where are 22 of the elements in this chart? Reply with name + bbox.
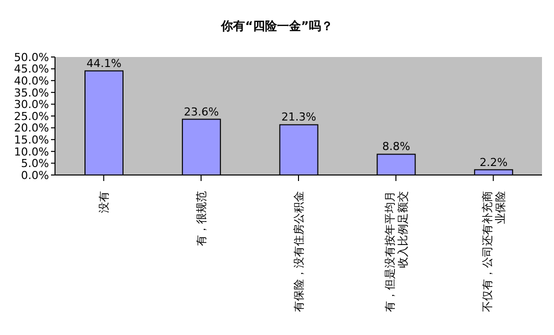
data-label: 44.1% xyxy=(86,56,122,70)
y-tick-label: 30.0% xyxy=(14,98,49,112)
data-label: 2.2% xyxy=(480,156,508,169)
data-label: 23.6% xyxy=(184,105,219,118)
x-tick-label: 有，但是没有按年平均月收入比例足额交 xyxy=(383,191,410,312)
chart-title: 你有“四险一金”吗？ xyxy=(220,18,334,35)
x-tick-label: 有保险，没有住房公积金 xyxy=(292,191,306,312)
y-tick-label: 5.0% xyxy=(21,157,49,170)
data-label: 8.8% xyxy=(382,140,410,154)
y-tick-label: 40.0% xyxy=(14,74,49,88)
data-label: 21.3% xyxy=(281,110,316,124)
x-tick-label: 有，很规范 xyxy=(195,191,208,246)
y-tick-label: 45.0% xyxy=(14,62,49,76)
y-tick-label: 10.0% xyxy=(14,145,49,158)
y-tick-label: 15.0% xyxy=(14,134,49,147)
y-tick-label: 20.0% xyxy=(14,122,49,135)
y-tick-label: 35.0% xyxy=(14,86,49,100)
y-tick-label: 50.0% xyxy=(14,50,49,64)
x-tick-label: 不仅有，公司还有补充商业保险 xyxy=(480,191,507,312)
y-tick-label: 0.0% xyxy=(21,168,49,182)
x-tick-label: 没有 xyxy=(98,191,111,213)
y-tick-label: 25.0% xyxy=(14,110,49,123)
